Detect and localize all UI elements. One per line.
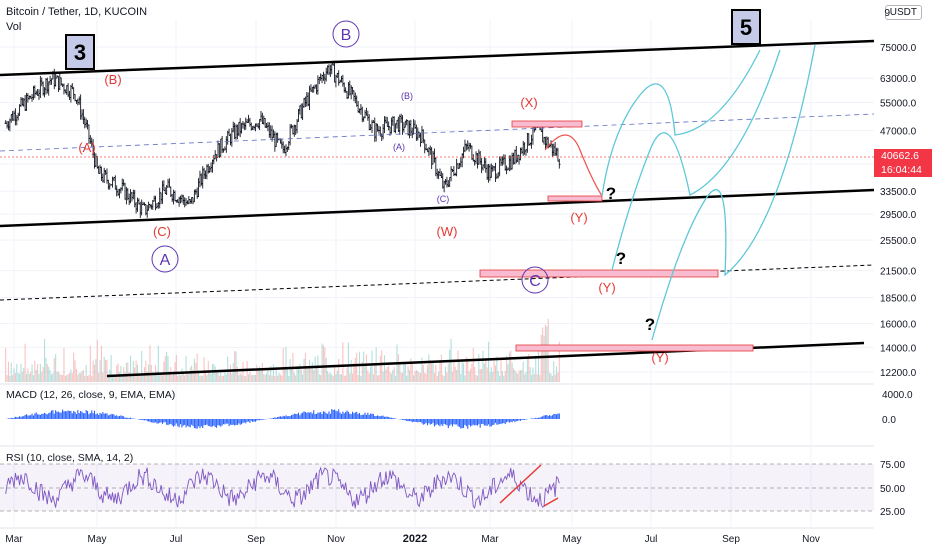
x-tick-label: Nov bbox=[802, 534, 820, 545]
wave-label-text: (Y) bbox=[651, 350, 668, 365]
y-tick-label: 16000.0 bbox=[880, 319, 917, 330]
wave-label-circle bbox=[332, 20, 360, 48]
y-tick-label: 29500.0 bbox=[880, 210, 917, 221]
rsi-tick-label: 50.00 bbox=[880, 484, 905, 495]
rsi-label: RSI (10, close, SMA, 14, 2) bbox=[6, 452, 134, 464]
x-tick-label: Jul bbox=[645, 534, 658, 545]
rsi-tick-label: 25.00 bbox=[880, 507, 905, 518]
wave-label-box bbox=[65, 34, 95, 70]
question-mark: ? bbox=[606, 184, 616, 203]
y-tick-label: 12200.0 bbox=[880, 368, 917, 379]
wave-label-text: (X) bbox=[520, 95, 537, 110]
question-mark: ? bbox=[645, 315, 655, 334]
rsi-tick-label: 75.00 bbox=[880, 460, 905, 471]
rsi-trendline bbox=[543, 497, 559, 507]
y-tick-label: 75000.0 bbox=[880, 43, 917, 54]
symbol-title: Bitcoin / Tether, 1D, KUCOIN bbox=[6, 6, 148, 18]
y-tick-label: 25500.0 bbox=[880, 236, 917, 247]
forecast-curve bbox=[611, 49, 781, 271]
volume-label: Vol bbox=[6, 21, 22, 33]
wave-label-text: (C) bbox=[437, 194, 450, 204]
wave-label-box bbox=[731, 9, 761, 45]
target-zone bbox=[547, 195, 603, 202]
y-tick-label: 18500.0 bbox=[880, 293, 917, 304]
wave-label-text: (B) bbox=[104, 72, 121, 87]
y-tick-label: 14000.0 bbox=[880, 343, 917, 354]
y-tick-label: 47000.0 bbox=[880, 127, 917, 138]
forecast-curve bbox=[601, 49, 761, 197]
rsi-line bbox=[5, 466, 560, 509]
channel-lower bbox=[0, 188, 875, 228]
question-mark: ? bbox=[616, 249, 626, 268]
top-scale-fragment: 9 bbox=[884, 8, 890, 19]
current-price-value: 40662.6 bbox=[881, 150, 919, 162]
channel-upper bbox=[0, 39, 875, 77]
wave-label-circle bbox=[151, 245, 179, 273]
wave-label-text: C bbox=[529, 273, 541, 290]
target-zone bbox=[515, 344, 754, 352]
wave-label-text: (Y) bbox=[570, 210, 587, 225]
wave-label-text: A bbox=[160, 252, 171, 269]
projected-path-red bbox=[544, 134, 603, 197]
x-tick-label: Mar bbox=[5, 534, 23, 545]
wave-label-text: (W) bbox=[437, 224, 458, 239]
y-tick-label: 33500.0 bbox=[880, 187, 917, 198]
wave-label-text: 3 bbox=[74, 40, 86, 65]
x-tick-label: Sep bbox=[722, 534, 740, 545]
wave-label-text: 5 bbox=[740, 15, 752, 40]
rsi-trendline bbox=[499, 464, 542, 504]
y-tick-label: 21500.0 bbox=[880, 267, 917, 278]
y-tick-label: 63000.0 bbox=[880, 74, 917, 85]
channel-mid bbox=[0, 113, 875, 152]
wave-label-circle bbox=[521, 266, 549, 294]
x-tick-label: Mar bbox=[481, 534, 499, 545]
x-tick-label: May bbox=[88, 534, 107, 545]
y-tick-label: 55000.0 bbox=[880, 99, 917, 110]
current-price-countdown: 16:04:44 bbox=[881, 164, 922, 176]
wave-label-text: (C) bbox=[153, 224, 171, 239]
price-axis-bg bbox=[874, 0, 932, 550]
target-zone bbox=[511, 120, 583, 128]
wave-label-text: B bbox=[341, 27, 352, 44]
current-price-badge: 40662.6 16:04:44 bbox=[874, 149, 932, 177]
x-tick-label: May bbox=[563, 534, 582, 545]
currency-button[interactable]: USDT bbox=[884, 5, 922, 20]
macd-tick-label: 0.0 bbox=[882, 415, 896, 426]
channel-lower-dashed bbox=[0, 264, 875, 301]
x-tick-label: Nov bbox=[327, 534, 345, 545]
forecast-curve bbox=[651, 44, 816, 341]
target-zone bbox=[479, 269, 719, 278]
wave-label-text: (A) bbox=[78, 140, 95, 155]
x-tick-label: Sep bbox=[247, 534, 265, 545]
macd-tick-label: 4000.0 bbox=[882, 390, 913, 401]
rsi-band bbox=[0, 464, 874, 511]
x-tick-label: Jul bbox=[170, 534, 183, 545]
wave-label-text: (B) bbox=[401, 91, 413, 101]
wave-label-text: (Y) bbox=[598, 280, 615, 295]
x-tick-label: 2022 bbox=[403, 533, 427, 545]
wave-label-text: (A) bbox=[393, 142, 405, 152]
macd-label: MACD (12, 26, close, 9, EMA, EMA) bbox=[6, 389, 176, 401]
